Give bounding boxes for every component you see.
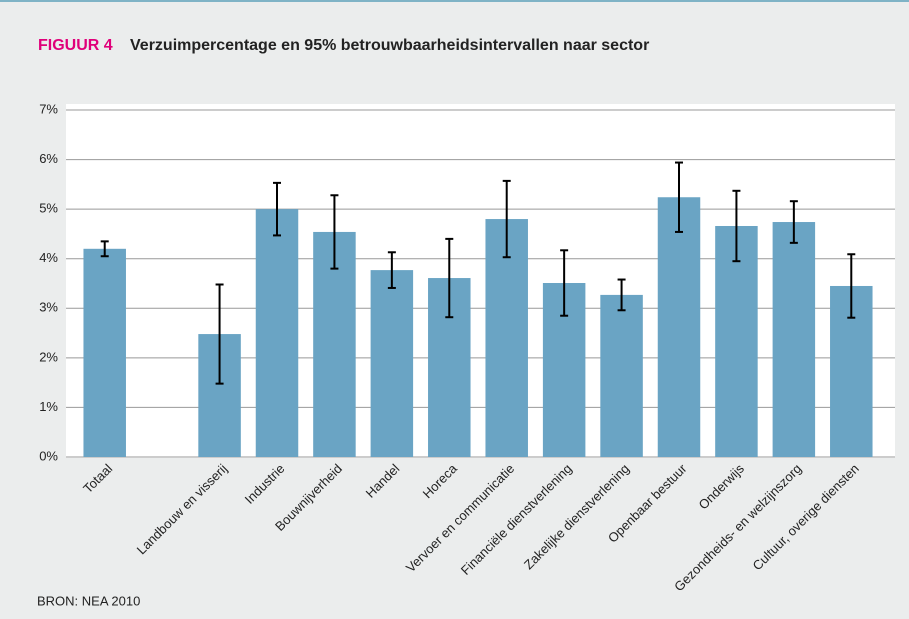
error-bar [502,179,511,259]
error-bar [215,283,224,385]
bar [485,219,528,457]
y-tick-label: 7% [39,101,58,116]
x-tick-label: Horeca [420,460,461,501]
error-bar [387,251,396,289]
error-bar [273,181,281,237]
error-bar [732,189,741,263]
bar [83,248,126,457]
bar [772,222,816,457]
error-bar [847,253,856,319]
x-tick-label: Totaal [80,461,115,496]
x-tick-label: Vervoer en communicatie [403,461,517,575]
error-bar [100,240,109,258]
error-bar [445,237,454,319]
y-tick-label: 1% [39,399,58,414]
error-bar [675,161,683,233]
source: BRON: NEA 2010 [37,593,140,608]
y-tick-label: 3% [39,300,58,315]
error-bar [789,200,798,244]
x-tick-label: Onderwijs [696,461,748,513]
figure-label: FIGUUR 4 [38,37,113,54]
error-bar [617,278,626,312]
bar [715,225,758,457]
plot-area [66,104,895,458]
y-tick-label: 0% [39,448,58,463]
x-tick-label: Handel [363,461,403,501]
chart-title: Verzuimpercentage en 95% betrouwbaarheid… [130,37,649,54]
x-tick-label: Financiële dienstverlening [458,461,575,578]
y-tick-label: 4% [39,250,58,265]
error-bar [560,249,569,317]
x-tick-label: Landbouw en visserij [134,461,231,558]
x-tick-label: Industrie [242,461,288,507]
x-tick-label: Zakelijke dienstverlening [521,461,632,572]
x-tick-label: Cultuur, overige diensten [750,461,862,573]
bar [370,270,414,457]
y-tick-label: 2% [39,349,58,364]
error-bar [330,194,339,270]
top-rule [0,0,909,2]
bar [255,209,299,457]
bar [657,197,701,457]
bar [600,294,643,457]
y-tick-label: 5% [39,201,58,216]
y-tick-label: 6% [39,151,58,166]
